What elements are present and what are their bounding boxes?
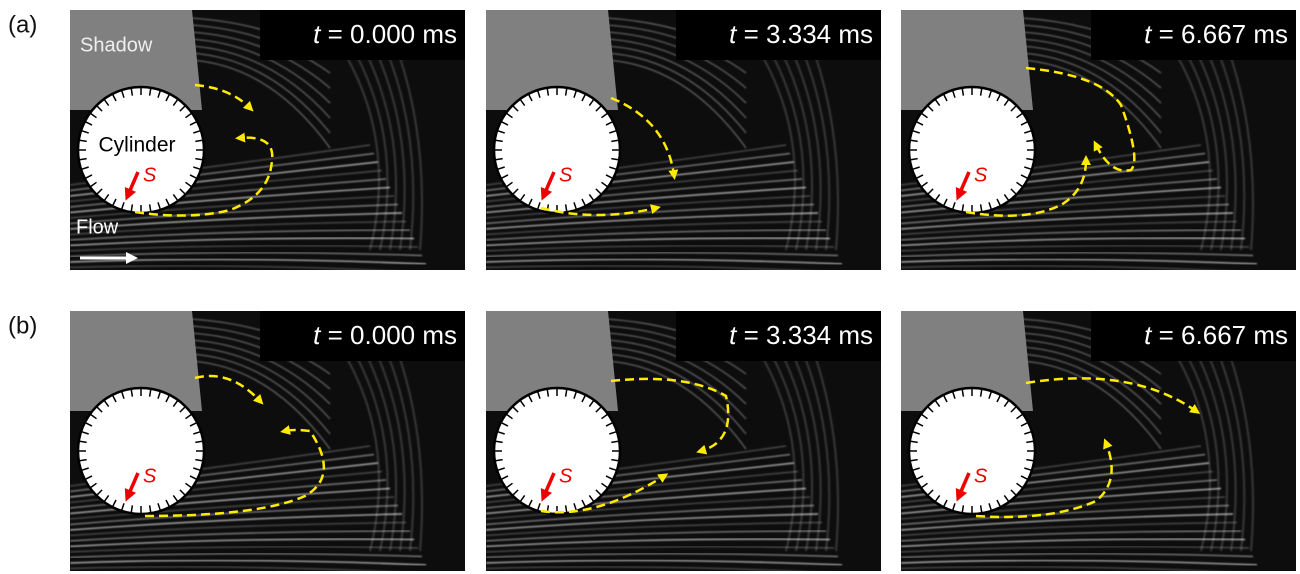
time-label: t = 3.334 ms	[729, 320, 873, 350]
time-var: t	[313, 19, 322, 49]
time-value: = 3.334 ms	[744, 19, 873, 49]
time-var: t	[1144, 19, 1153, 49]
panel: St = 6.667 ms	[901, 10, 1296, 273]
panel: St = 0.000 ms Shadow Cylinder Flow	[70, 10, 465, 273]
cylinder-label: Cylinder	[98, 134, 175, 157]
time-value: = 6.667 ms	[1159, 320, 1288, 350]
time-var: t	[313, 320, 322, 350]
panel: St = 6.667 ms	[901, 311, 1296, 574]
time-label: t = 0.000 ms	[313, 320, 457, 350]
time-label: t = 3.334 ms	[729, 19, 873, 49]
separation-label: S	[143, 465, 157, 487]
time-var: t	[729, 320, 738, 350]
flow-label: Flow	[76, 216, 119, 238]
time-label: t = 6.667 ms	[1144, 19, 1288, 49]
figure: (a) St = 0.000 ms Shadow Cylinder Flow St = 3…	[0, 0, 1300, 574]
time-value: = 0.000 ms	[328, 19, 457, 49]
panel: St = 3.334 ms	[486, 10, 881, 273]
panel: St = 3.334 ms	[486, 311, 881, 574]
time-value: = 3.334 ms	[744, 320, 873, 350]
separation-label: S	[559, 465, 573, 487]
row-label: (b)	[8, 312, 37, 339]
separation-label: S	[143, 164, 157, 186]
separation-label: S	[559, 164, 573, 186]
time-value: = 0.000 ms	[328, 320, 457, 350]
separation-label: S	[974, 164, 988, 186]
time-var: t	[729, 19, 738, 49]
panel: St = 0.000 ms	[70, 311, 465, 574]
time-label: t = 0.000 ms	[313, 19, 457, 49]
row-label: (a)	[8, 11, 37, 38]
time-value: = 6.667 ms	[1159, 19, 1288, 49]
time-var: t	[1144, 320, 1153, 350]
time-label: t = 6.667 ms	[1144, 320, 1288, 350]
separation-label: S	[974, 465, 988, 487]
shadow-label: Shadow	[80, 34, 153, 56]
